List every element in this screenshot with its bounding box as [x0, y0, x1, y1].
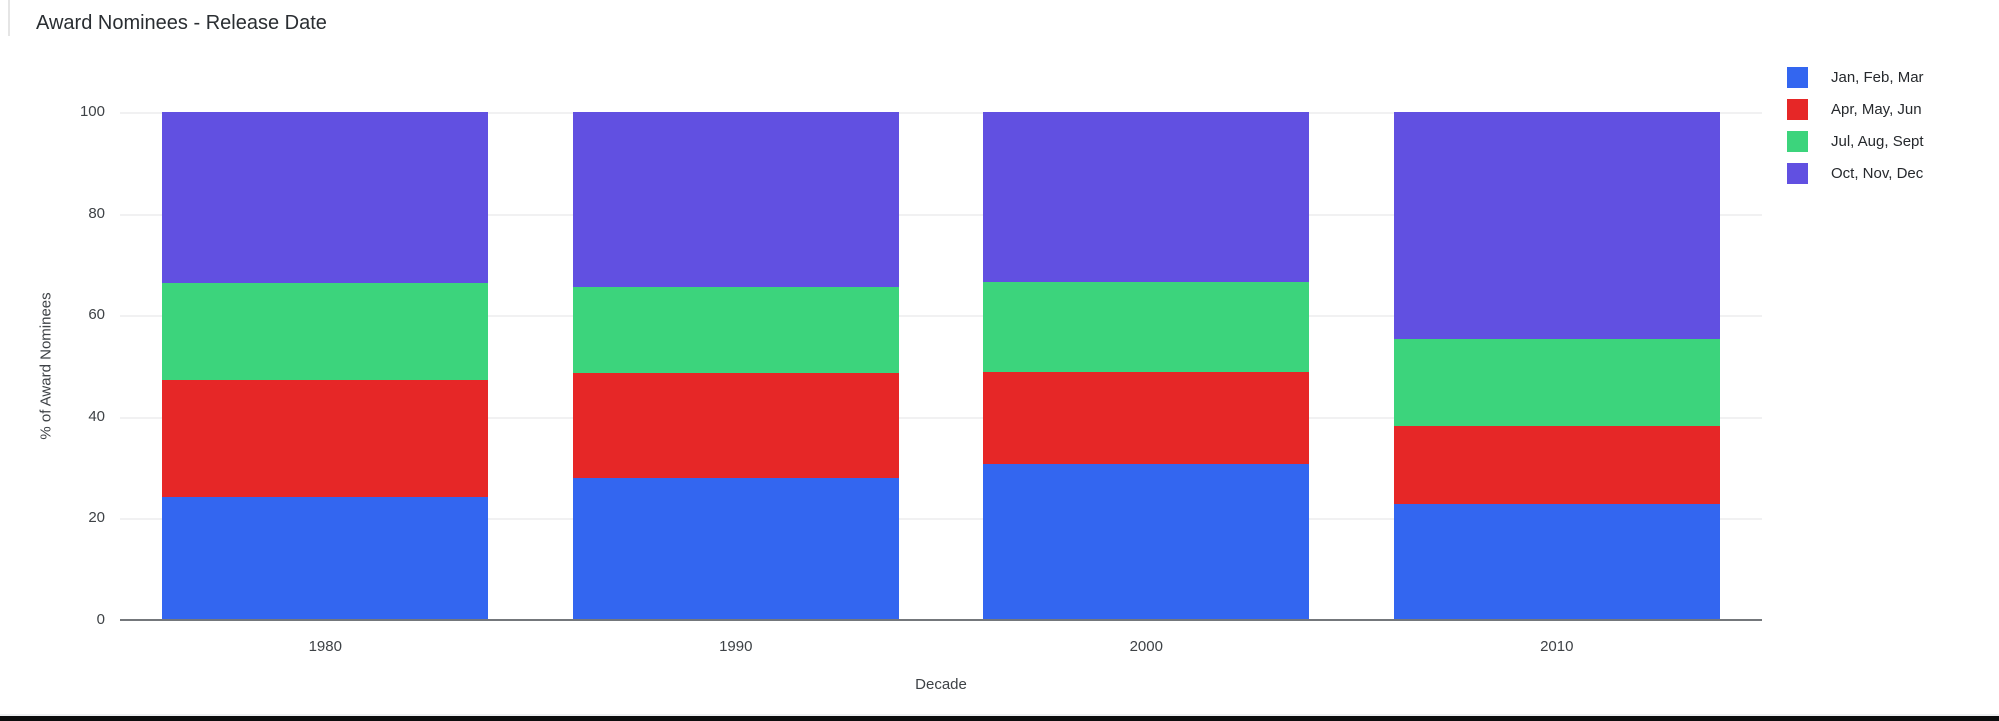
legend-label: Apr, May, Jun	[1831, 101, 1922, 118]
bar-segment[interactable]	[572, 287, 899, 373]
bar-segment[interactable]	[1393, 339, 1720, 427]
y-tick-label: 100	[79, 103, 105, 120]
bar-segment[interactable]	[572, 477, 899, 620]
bar-segment[interactable]	[162, 282, 489, 381]
legend-swatch-icon	[1787, 163, 1808, 184]
gridline	[120, 213, 1762, 216]
plot-area	[120, 112, 1762, 620]
legend-label: Oct, Nov, Dec	[1831, 165, 1924, 182]
legend-item[interactable]: Oct, Nov, Dec	[1787, 163, 1924, 184]
gridline	[120, 518, 1762, 521]
gridline	[120, 112, 1762, 114]
bar-segment[interactable]	[162, 497, 489, 620]
chart-title: Award Nominees - Release Date	[36, 12, 327, 34]
legend-swatch-icon	[1787, 131, 1808, 152]
bar-segment[interactable]	[983, 372, 1310, 464]
bar-group-2000	[983, 112, 1310, 620]
bar-segment[interactable]	[983, 463, 1310, 620]
bar-group-1990	[572, 112, 899, 620]
bar-group-2010	[1393, 112, 1720, 620]
x-tick-label: 2010	[1540, 638, 1574, 655]
x-tick-label: 1980	[308, 638, 342, 655]
gridline	[120, 416, 1762, 419]
y-tick-label: 60	[88, 306, 105, 324]
legend-swatch-icon	[1787, 99, 1808, 120]
bar-segment[interactable]	[572, 112, 899, 288]
bar-segment[interactable]	[1393, 426, 1720, 504]
legend-item[interactable]: Jan, Feb, Mar	[1787, 67, 1924, 88]
x-tick-label: 1990	[719, 638, 753, 655]
legend-swatch-icon	[1787, 67, 1808, 88]
y-tick-label: 0	[96, 611, 105, 628]
legend-label: Jan, Feb, Mar	[1831, 69, 1924, 86]
bar-segment[interactable]	[983, 281, 1310, 373]
bar-segment[interactable]	[983, 112, 1310, 282]
legend-item[interactable]: Apr, May, Jun	[1787, 99, 1924, 120]
y-tick-label: 20	[88, 509, 105, 527]
bar-segment[interactable]	[1393, 503, 1720, 620]
bar-group-1980	[162, 112, 489, 620]
bar-segment[interactable]	[162, 380, 489, 498]
window-bottom-edge	[0, 716, 1999, 721]
bar-segment[interactable]	[162, 112, 489, 283]
x-axis-title: Decade	[915, 676, 967, 693]
legend-item[interactable]: Jul, Aug, Sept	[1787, 131, 1924, 152]
window-bottom-edge-highlight	[0, 714, 1999, 716]
legend: Jan, Feb, Mar Apr, May, Jun Jul, Aug, Sept…	[1787, 67, 1924, 195]
y-axis-title: % of Award Nominees	[37, 292, 55, 440]
y-tick-label: 40	[88, 407, 105, 425]
legend-label: Jul, Aug, Sept	[1831, 133, 1924, 150]
x-tick-label: 2000	[1129, 638, 1163, 655]
bar-segment[interactable]	[572, 372, 899, 478]
left-edge-line	[8, 0, 10, 36]
gridline	[120, 315, 1762, 318]
bar-segment[interactable]	[1393, 112, 1720, 340]
y-tick-label: 80	[88, 204, 105, 222]
x-axis-line	[120, 619, 1762, 621]
